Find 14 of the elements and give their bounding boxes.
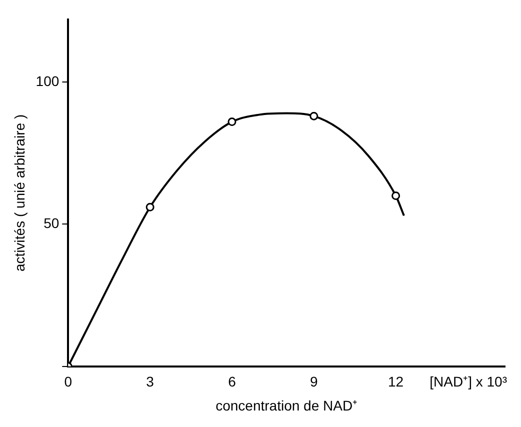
text: [NAD⁺] x 10³	[430, 373, 508, 390]
x-tick-label: 3	[146, 374, 154, 390]
y-axis-title: activités ( unié arbitraire )	[11, 114, 28, 272]
x-tick-label: 9	[310, 374, 318, 390]
x-tick-label: 6	[228, 374, 236, 390]
point	[392, 191, 400, 200]
y-tick-label: 50	[44, 215, 60, 232]
x-tick-label: 12	[388, 374, 404, 390]
point	[146, 202, 154, 212]
x-tick-label: 0	[64, 374, 72, 390]
point	[228, 118, 236, 126]
point	[310, 112, 318, 120]
x-axis-title: concentration de NAD⁺	[216, 397, 358, 414]
y-tick-label: 100	[36, 72, 60, 89]
